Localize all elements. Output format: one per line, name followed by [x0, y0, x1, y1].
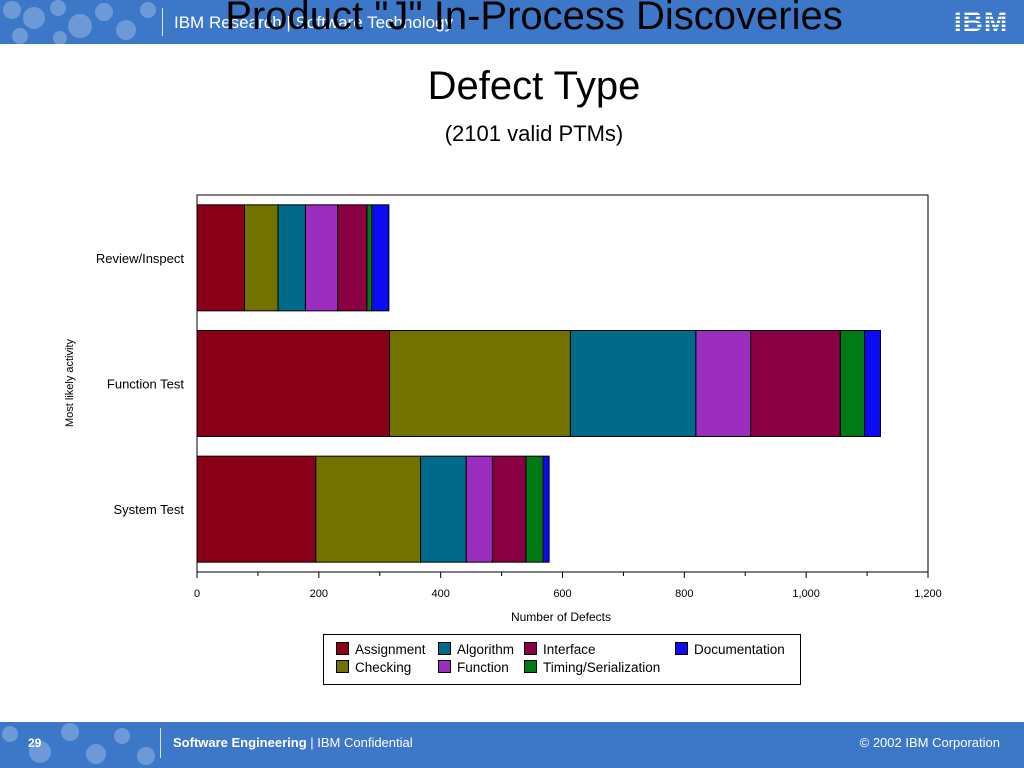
- legend-label: Documentation: [694, 642, 785, 657]
- footer-bar: 29 Software Engineering | IBM Confidenti…: [0, 722, 1024, 768]
- header-label: IBM Research | Software Technology: [174, 13, 454, 32]
- x-tick-label: 800: [675, 588, 693, 600]
- bar-segment-function-system-test: [465, 455, 493, 563]
- bar-segment-checking-function-test: [388, 330, 571, 437]
- x-axis-label: Number of Defects: [511, 610, 611, 624]
- legend-swatch: [438, 642, 451, 655]
- legend-label: Assignment: [355, 642, 426, 657]
- page-number: 29: [28, 736, 42, 750]
- chart-title: Defect Type: [427, 64, 641, 108]
- bar-segment-algorithm-system-test: [420, 455, 467, 563]
- chart-legend: Assignment Checking Algorithm Function Inter…: [323, 634, 801, 685]
- y-tick-label: Function Test: [107, 377, 184, 392]
- slide-title: Product "J" In-Process Discoveries: [225, 0, 843, 38]
- legend-item-timing-serialization: Timing/Serialization: [524, 660, 660, 676]
- legend-label: Checking: [355, 660, 412, 675]
- x-tick-label: 1,200: [914, 588, 942, 600]
- bar-segment-documentation-function-test: [864, 330, 881, 437]
- bar-segment-checking-review-inspect: [244, 204, 279, 312]
- legend-swatch: [524, 642, 537, 655]
- footer-section: Software Engineering: [173, 735, 307, 750]
- y-tick-label: Review/Inspect: [96, 251, 185, 266]
- x-tick-label: 0: [194, 588, 200, 600]
- bar-segment-function-review-inspect: [304, 204, 339, 312]
- legend-swatch: [336, 660, 349, 673]
- legend-label: Timing/Serialization: [543, 660, 661, 675]
- bar-segment-documentation-review-inspect: [371, 204, 390, 312]
- footer-confidential: | IBM Confidential: [310, 735, 413, 750]
- bar-segment-algorithm-review-inspect: [277, 204, 306, 312]
- legend-item-algorithm: Algorithm: [438, 642, 514, 658]
- y-tick-label: System Test: [113, 502, 184, 517]
- x-tick-label: 200: [310, 588, 328, 600]
- legend-item-documentation: Documentation: [675, 642, 785, 658]
- header-divider: [162, 8, 163, 36]
- legend-swatch: [524, 660, 537, 673]
- chart-subtitle: (2101 valid PTMs): [444, 121, 624, 146]
- ibm-logo: IBM: [946, 5, 1016, 37]
- legend-label: Algorithm: [457, 642, 515, 657]
- bar-segment-interface-system-test: [491, 455, 527, 563]
- header-bar: IBM Research | Software Technology IBM: [0, 0, 1024, 44]
- x-tick-label: 600: [553, 588, 571, 600]
- bar-segment-documentation-system-test: [542, 455, 550, 563]
- legend-item-checking: Checking: [336, 660, 411, 676]
- bar-segment-algorithm-function-test: [569, 330, 697, 437]
- legend-item-function: Function: [438, 660, 509, 676]
- legend-swatch: [675, 642, 688, 655]
- bar-segment-assignment-review-inspect: [196, 204, 246, 312]
- bar-segment-timing-serialization-review-inspect: [366, 204, 373, 312]
- footer-left-text: Software Engineering | IBM Confidential: [173, 735, 413, 750]
- bar-segment-timing-serialization-system-test: [525, 455, 544, 563]
- bar-segment-function-function-test: [695, 330, 752, 437]
- footer-dot-pattern: [2, 723, 155, 765]
- legend-swatch: [336, 642, 349, 655]
- legend-item-assignment: Assignment: [336, 642, 426, 658]
- footer-copyright: © 2002 IBM Corporation: [859, 735, 1000, 750]
- y-axis-label: Most likely activity: [64, 338, 76, 427]
- bar-segment-interface-function-test: [750, 330, 841, 437]
- x-tick-label: 400: [431, 588, 449, 600]
- legend-swatch: [438, 660, 451, 673]
- bar-segment-checking-system-test: [315, 455, 422, 563]
- x-tick-label: 1,000: [792, 588, 820, 600]
- bar-segment-interface-review-inspect: [337, 204, 368, 312]
- header-dot-pattern: [3, 0, 156, 44]
- legend-item-interface: Interface: [524, 642, 596, 658]
- bar-segment-timing-serialization-function-test: [839, 330, 866, 437]
- legend-label: Function: [457, 660, 509, 675]
- footer-divider: [160, 728, 161, 758]
- bar-segment-assignment-system-test: [196, 455, 317, 563]
- bar-segment-assignment-function-test: [196, 330, 390, 437]
- legend-label: Interface: [543, 642, 596, 657]
